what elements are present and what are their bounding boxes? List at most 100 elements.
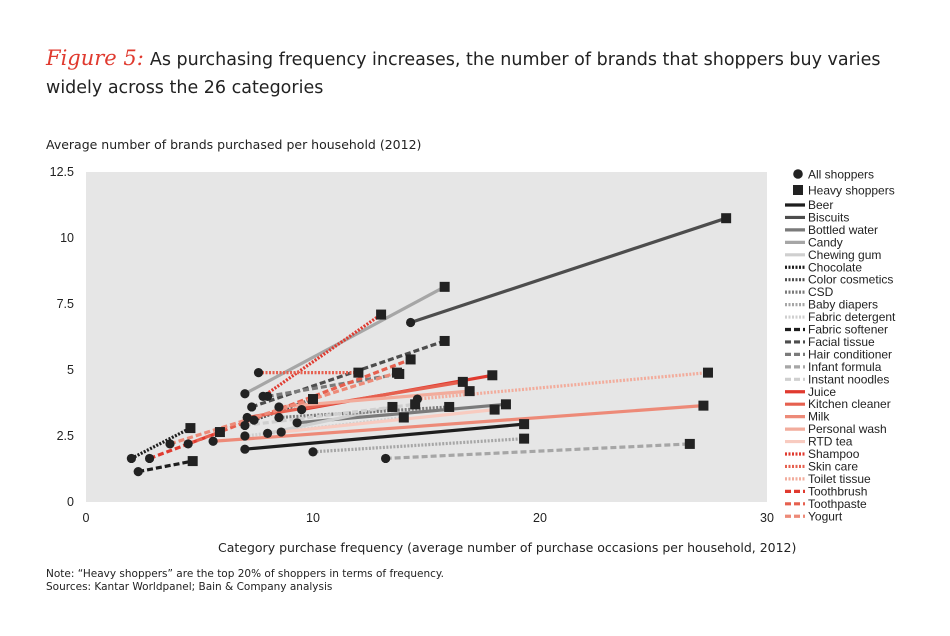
heavy-shoppers-point-milk: [698, 400, 709, 411]
legend-label-fabric-softener: Fabric softener: [808, 323, 888, 337]
heavy-shoppers-point-toilet-tissue: [702, 367, 713, 378]
all-shoppers-point-beer: [240, 444, 250, 454]
series-line-baby-diapers: [312, 437, 525, 454]
all-shoppers-point-rtd-tea: [276, 427, 286, 437]
all-shoppers-point-infant-formula: [381, 453, 391, 464]
series-line-facial-tissue: [251, 339, 446, 409]
legend-marker-all-shoppers: [793, 169, 803, 179]
heavy-shoppers-point-instant-noodles: [410, 399, 421, 410]
heavy-shoppers-point-candy: [439, 281, 450, 292]
all-shoppers-point-fabric-detergent: [240, 431, 250, 441]
legend-label-yogurt: Yogurt: [808, 509, 843, 523]
all-shoppers-point-kitchen-cleaner: [242, 412, 252, 423]
legend-label-baby-diapers: Baby diapers: [808, 298, 878, 312]
heavy-shoppers-point-chocolate: [185, 423, 196, 434]
all-shoppers-point-csd: [274, 412, 284, 423]
x-tick-label: 30: [760, 511, 774, 525]
heavy-shoppers-point-biscuits: [721, 213, 732, 224]
series-line-infant-formula: [385, 442, 690, 461]
series-line-toilet-tissue: [417, 371, 709, 401]
series-line-chocolate: [130, 426, 192, 460]
legend-label-chewing-gum: Chewing gum: [808, 248, 881, 262]
heavy-shoppers-point-personal-wash: [464, 386, 475, 397]
figure-title: Figure 5: As purchasing frequency increas…: [46, 44, 916, 102]
legend-label-toilet-tissue: Toilet tissue: [808, 472, 871, 486]
legend-label-bottled-water: Bottled water: [808, 223, 878, 237]
legend-label-chocolate: Chocolate: [808, 260, 862, 274]
y-tick-label: 10: [60, 231, 74, 245]
legend-label-facial-tissue: Facial tissue: [808, 335, 875, 349]
legend-label-biscuits: Biscuits: [808, 210, 849, 224]
all-shoppers-point-candy: [240, 389, 250, 399]
heavy-shoppers-point-infant-formula: [684, 438, 695, 449]
legend-label-milk: Milk: [808, 410, 830, 424]
heavy-shoppers-point-fabric-detergent: [398, 412, 409, 423]
legend-label-juice: Juice: [808, 385, 836, 399]
series-line-milk: [213, 404, 704, 443]
x-axis-title: Category purchase frequency (average num…: [218, 540, 797, 555]
legend-label-csd: CSD: [808, 285, 834, 299]
y-tick-label: 5: [67, 363, 74, 377]
legend-label-instant-noodles: Instant noodles: [808, 372, 889, 386]
legend-label-personal-wash: Personal wash: [808, 422, 887, 436]
heavy-shoppers-point-kitchen-cleaner: [457, 376, 468, 387]
series-line-shampoo: [262, 313, 383, 398]
x-tick-label: 20: [533, 511, 547, 525]
heavy-shoppers-point-fabric-softener: [187, 456, 198, 467]
all-shoppers-point-skin-care: [253, 368, 264, 378]
all-shoppers-point-personal-wash: [274, 402, 284, 412]
legend-label-all-shoppers: All shoppers: [808, 168, 874, 182]
y-tick-label: 2.5: [57, 429, 74, 443]
x-tick-label: 0: [83, 511, 90, 525]
legend-marker-heavy-shoppers: [793, 185, 803, 195]
all-shoppers-point-fabric-softener: [133, 467, 143, 477]
heavy-shoppers-point-facial-tissue: [439, 335, 450, 346]
all-shoppers-point-baby-diapers: [308, 447, 318, 457]
series-line-rtd-tea: [281, 408, 495, 434]
legend-label-shampoo: Shampoo: [808, 447, 860, 461]
series-line-biscuits: [410, 216, 727, 324]
all-shoppers-point-instant-noodles: [240, 420, 250, 431]
all-shoppers-point-shampoo: [258, 391, 268, 401]
sources-text: Sources: Kantar Worldpanel; Bain & Compa…: [46, 581, 333, 593]
all-shoppers-point-yogurt: [165, 439, 175, 449]
legend-label-rtd-tea: RTD tea: [808, 435, 853, 449]
all-shoppers-point-facial-tissue: [247, 402, 257, 412]
legend-label-candy: Candy: [808, 235, 843, 249]
figure-title-text: As purchasing frequency increases, the n…: [46, 50, 881, 98]
legend-label-kitchen-cleaner: Kitchen cleaner: [808, 397, 891, 411]
legend-label-fabric-detergent: Fabric detergent: [808, 310, 896, 324]
x-tick-label: 10: [306, 511, 320, 525]
legend-label-toothpaste: Toothpaste: [808, 497, 867, 511]
all-shoppers-point-bottled-water: [292, 418, 302, 428]
heavy-shoppers-point-juice: [487, 370, 498, 381]
note-text: Note: “Heavy shoppers” are the top 20% o…: [46, 568, 444, 580]
legend-label-toothbrush: Toothbrush: [808, 484, 867, 498]
legend-label-heavy-shoppers: Heavy shoppers: [808, 184, 895, 198]
series-line-fabric-softener: [137, 459, 193, 474]
series-line-yogurt: [169, 371, 398, 446]
heavy-shoppers-point-csd: [444, 401, 455, 412]
all-shoppers-point-chocolate: [126, 453, 136, 464]
all-shoppers-point-biscuits: [406, 317, 416, 328]
heavy-shoppers-point-shampoo: [376, 309, 387, 320]
all-shoppers-point-toilet-tissue: [412, 394, 423, 404]
heavy-shoppers-point-baby-diapers: [519, 433, 530, 444]
series-line-instant-noodles: [244, 402, 416, 428]
heavy-shoppers-point-color-cosmetics: [308, 394, 318, 405]
heavy-shoppers-point-rtd-tea: [489, 404, 500, 415]
figure-label: Figure 5:: [46, 46, 144, 70]
all-shoppers-point-toothpaste: [183, 439, 193, 449]
y-tick-label: 7.5: [57, 297, 74, 311]
plot-area: [86, 172, 767, 502]
legend-label-skin-care: Skin care: [808, 459, 858, 473]
legend-label-hair-conditioner: Hair conditioner: [808, 347, 892, 361]
heavy-shoppers-point-skin-care: [353, 367, 364, 378]
legend-label-beer: Beer: [808, 198, 833, 212]
series-line-beer: [244, 422, 525, 451]
chart-notes: Note: “Heavy shoppers” are the top 20% o…: [46, 568, 444, 594]
y-tick-label: 0: [67, 495, 74, 509]
series-line-personal-wash: [278, 389, 470, 409]
all-shoppers-point-toothbrush: [144, 453, 155, 464]
